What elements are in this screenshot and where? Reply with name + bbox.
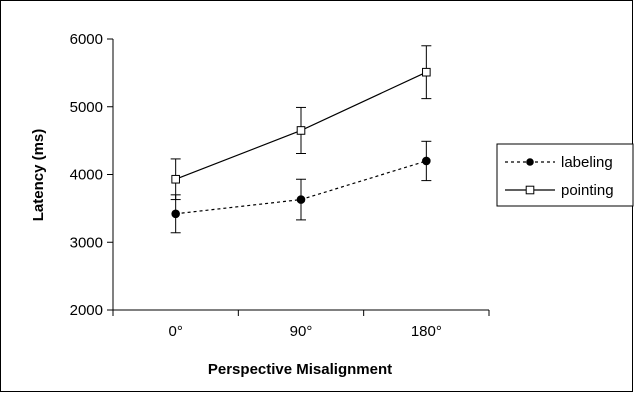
y-axis-title: Latency (ms) bbox=[30, 129, 47, 222]
y-ticks: 2000 3000 4000 5000 6000 bbox=[70, 31, 113, 319]
legend-marker-pointing bbox=[525, 185, 535, 195]
y-tick-label: 6000 bbox=[70, 31, 103, 48]
x-tick-label: 0° bbox=[168, 323, 182, 340]
legend-label-labeling: labeling bbox=[561, 154, 613, 171]
legend-label-pointing: pointing bbox=[561, 182, 614, 199]
y-tick-label: 3000 bbox=[70, 234, 103, 251]
x-axis-title: Perspective Misalignment bbox=[208, 361, 392, 378]
data-point-pointing bbox=[296, 126, 306, 135]
legend: labeling pointing bbox=[496, 143, 634, 207]
data-point-labeling bbox=[171, 209, 180, 219]
x-tick-label: 90° bbox=[290, 323, 313, 340]
data-point-pointing bbox=[171, 174, 180, 184]
legend-items: labeling pointing bbox=[505, 154, 614, 199]
series-pointing bbox=[170, 45, 432, 201]
x-tick-label: 180° bbox=[411, 323, 442, 340]
legend-box bbox=[496, 143, 634, 207]
data-point-pointing bbox=[422, 67, 431, 77]
series-labeling bbox=[170, 140, 432, 234]
y-tick-label: 2000 bbox=[70, 302, 103, 319]
y-tick-label: 5000 bbox=[70, 99, 103, 116]
data-point-labeling bbox=[296, 195, 306, 204]
y-tick-label: 4000 bbox=[70, 167, 103, 184]
series-layer bbox=[170, 45, 432, 234]
data-point-labeling bbox=[422, 156, 431, 166]
legend-marker-labeling bbox=[526, 158, 534, 166]
x-ticks: 0° 90° 180° bbox=[112, 310, 490, 340]
